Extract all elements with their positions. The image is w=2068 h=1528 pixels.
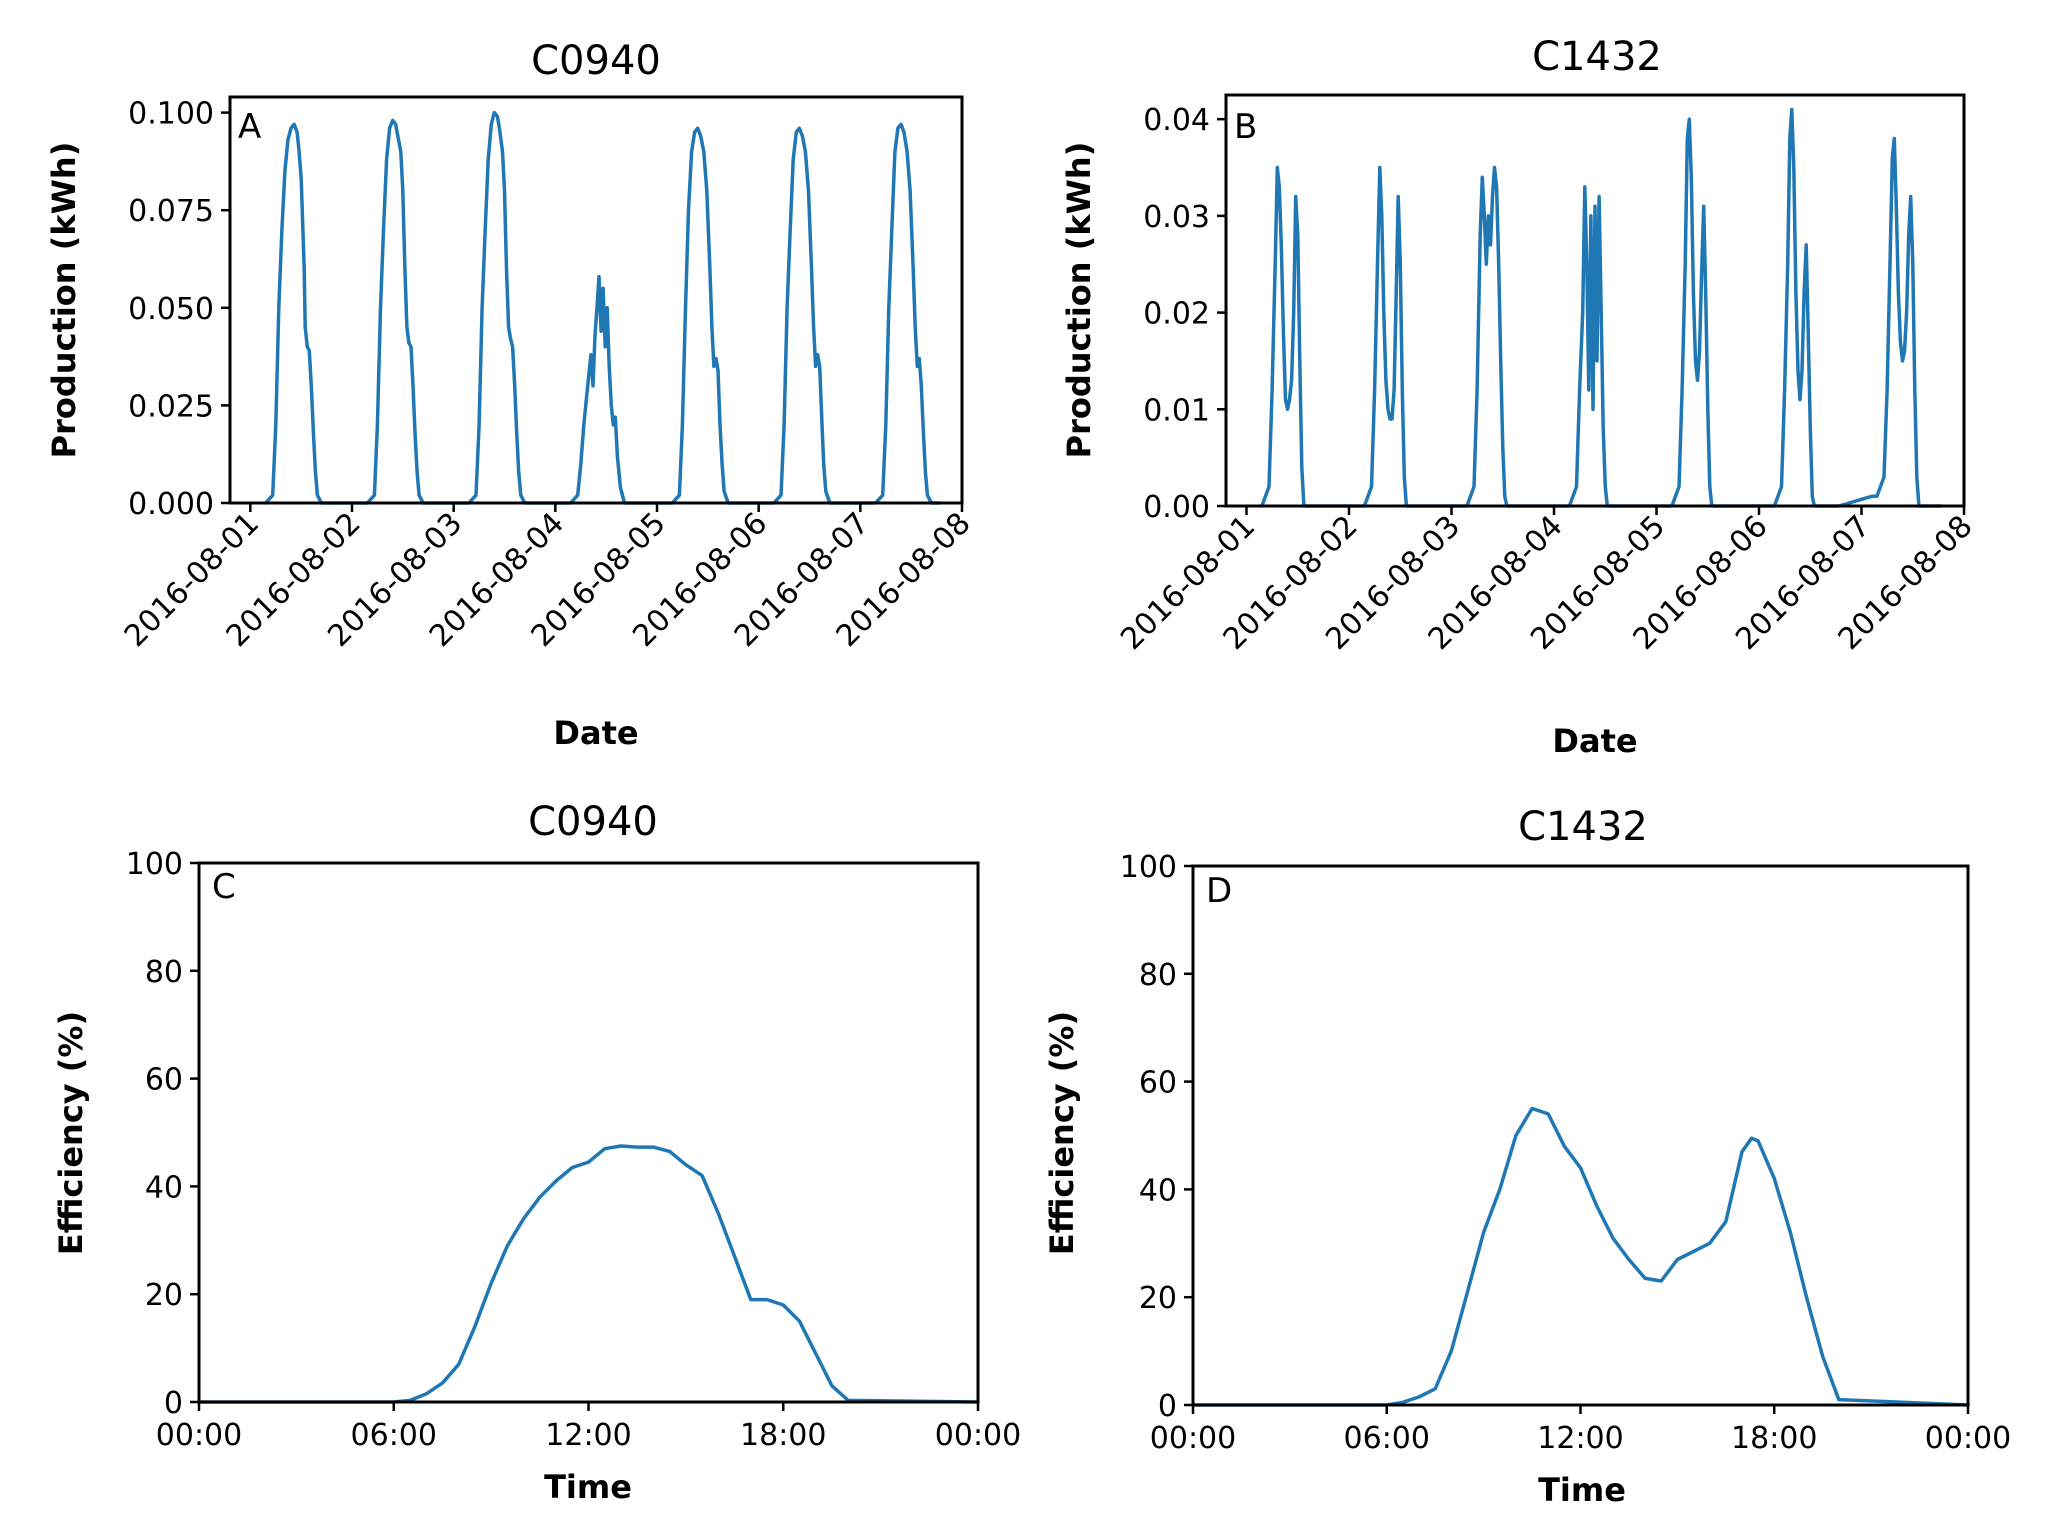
- panel-c-letter: C: [212, 867, 236, 907]
- panel-b-ytick-label: 0.03: [1143, 200, 1210, 235]
- panel-c-ytick-label: 40: [145, 1170, 183, 1205]
- panel-c-efficiency-line: [197, 1144, 980, 1404]
- panel-c-xtick-label: 00:00: [935, 1418, 1021, 1453]
- panel-b-ytick-label: 0.02: [1143, 297, 1210, 332]
- panel-b-title: C1432: [1532, 34, 1662, 80]
- panel-c-axes-frame: [197, 861, 980, 1404]
- panel-b-ytick-label: 0.01: [1143, 393, 1210, 428]
- panel-b-production-line: [1260, 107, 1944, 508]
- panel-d-title: C1432: [1518, 804, 1648, 850]
- panel-b-x-axis-label: Date: [1552, 722, 1637, 760]
- panel-a-axes-frame: [228, 95, 964, 505]
- panel-d-ytick-label: 100: [1120, 850, 1177, 885]
- panel-a-ytick-label: 0.075: [128, 194, 214, 229]
- panel-b: C1432 B 0.000.010.020.030.04 2016-08-012…: [1060, 34, 1980, 760]
- panel-b-y-axis-label: Production (kWh): [1060, 142, 1098, 459]
- panel-a-production-line: [263, 110, 942, 505]
- panel-c: C0940 C 0 20 40 60 80 100 00:00 06:00 12:00 18:0…: [52, 799, 1021, 1506]
- panel-b-axes-frame: [1224, 93, 1966, 508]
- panel-a-ytick-label: 0.000: [128, 487, 214, 522]
- panel-d-ytick-label: 60: [1139, 1066, 1177, 1101]
- panel-c-ytick-label: 0: [164, 1386, 183, 1421]
- panel-a-ytick-label: 0.050: [128, 292, 214, 327]
- panel-c-xtick-label: 06:00: [351, 1418, 437, 1453]
- panel-d-ytick-label: 0: [1158, 1389, 1177, 1424]
- panel-d-xtick-label: 00:00: [1150, 1421, 1236, 1456]
- panel-d-ytick-label: 20: [1139, 1281, 1177, 1316]
- panel-c-ytick-label: 100: [126, 847, 183, 882]
- panel-a-ytick-label: 0.100: [128, 97, 214, 132]
- panel-d-xtick-label: 00:00: [1925, 1421, 2011, 1456]
- panel-b-letter: B: [1234, 107, 1257, 147]
- panel-d-x-axis-label: Time: [1538, 1471, 1626, 1509]
- panel-b-ytick-label: 0.04: [1143, 103, 1210, 138]
- panel-a-ytick-label: 0.025: [128, 389, 214, 424]
- panel-c-ytick-label: 20: [145, 1278, 183, 1313]
- panel-c-y-axis-label: Efficiency (%): [52, 1011, 90, 1255]
- panel-d-y-axis-label: Efficiency (%): [1043, 1011, 1081, 1255]
- panel-d-letter: D: [1206, 871, 1232, 911]
- panel-b-ytick-label: 0.00: [1143, 490, 1210, 525]
- panel-c-x-axis-label: Time: [544, 1468, 632, 1506]
- panel-d-axes-frame: [1191, 864, 1970, 1407]
- panel-d-efficiency-line: [1191, 1106, 1970, 1407]
- panel-d-xtick-label: 06:00: [1344, 1421, 1430, 1456]
- panel-a-title: C0940: [531, 38, 661, 84]
- panel-c-xtick-label: 18:00: [740, 1418, 826, 1453]
- panel-d-xtick-label: 12:00: [1537, 1421, 1623, 1456]
- panel-c-xtick-label: 00:00: [156, 1418, 242, 1453]
- panel-d-ytick-label: 80: [1139, 958, 1177, 993]
- panel-d-xtick-label: 18:00: [1731, 1421, 1817, 1456]
- panel-c-title: C0940: [528, 799, 658, 845]
- panel-c-ytick-label: 60: [145, 1063, 183, 1098]
- panel-d: C1432 D 0 20 40 60 80 100 00:00 06:00 12:00 18:0…: [1043, 804, 2011, 1509]
- panel-c-xtick-label: 12:00: [545, 1418, 631, 1453]
- panel-a-letter: A: [238, 107, 261, 147]
- panel-a-x-axis-label: Date: [553, 714, 638, 752]
- panel-d-ytick-label: 40: [1139, 1173, 1177, 1208]
- panel-c-ytick-label: 80: [145, 955, 183, 990]
- panel-a-y-axis-label: Production (kWh): [45, 142, 83, 459]
